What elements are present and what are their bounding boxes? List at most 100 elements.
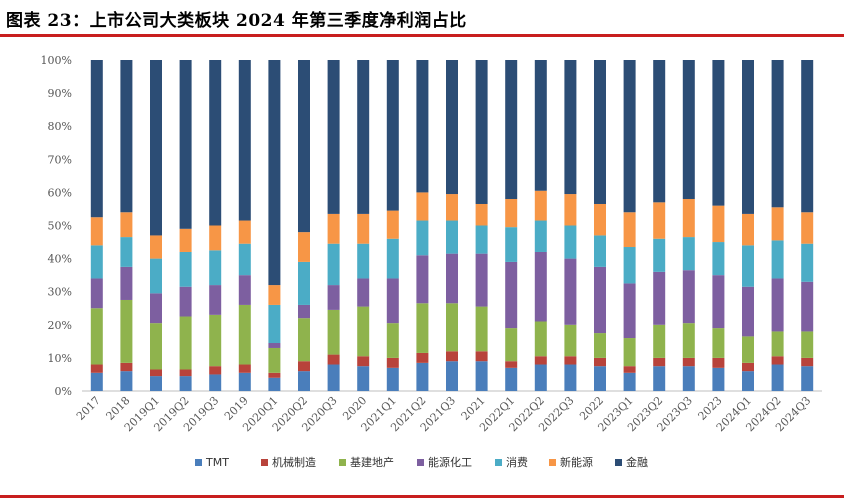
bar-segment bbox=[90, 364, 103, 373]
bar-segment bbox=[238, 304, 251, 365]
bar-segment bbox=[150, 235, 162, 259]
bar-segment bbox=[564, 324, 577, 357]
bar-segment bbox=[712, 328, 725, 358]
bar-segment bbox=[386, 278, 399, 324]
legend-swatch bbox=[615, 459, 622, 466]
bar-segment bbox=[475, 361, 488, 391]
bar-segment bbox=[268, 372, 281, 378]
bar-segment bbox=[120, 266, 133, 300]
bar-segment bbox=[268, 285, 281, 305]
bar-segment bbox=[120, 299, 133, 363]
bar-segment bbox=[534, 60, 547, 191]
bar-segment bbox=[416, 60, 429, 193]
y-tick-label: 60% bbox=[48, 186, 72, 199]
y-tick-label: 30% bbox=[48, 286, 72, 299]
bar-segment bbox=[179, 228, 192, 252]
bar-segment bbox=[386, 357, 399, 368]
bar-segment bbox=[416, 352, 429, 363]
bar-segment bbox=[90, 245, 103, 279]
bar-segment bbox=[298, 318, 310, 362]
bar-segment bbox=[268, 347, 281, 373]
bar-segment bbox=[771, 331, 784, 357]
bar-segment bbox=[327, 364, 340, 391]
bar-segment bbox=[209, 374, 222, 391]
bar-segment bbox=[742, 286, 754, 337]
bar-segment bbox=[505, 60, 518, 200]
bar-segment bbox=[534, 321, 547, 357]
y-tick-label: 20% bbox=[48, 319, 72, 332]
bar-segment bbox=[594, 203, 606, 236]
bar-segment bbox=[475, 351, 488, 362]
bar-segment bbox=[416, 220, 429, 256]
bar-segment bbox=[771, 278, 784, 332]
bar-segment bbox=[357, 306, 370, 357]
bar-segment bbox=[357, 213, 370, 244]
bar-segment bbox=[682, 60, 695, 200]
bar-segment bbox=[682, 323, 695, 358]
bar-segment bbox=[90, 278, 103, 309]
bar-segment bbox=[534, 190, 547, 221]
y-tick-label: 10% bbox=[48, 352, 72, 365]
bar-segment bbox=[120, 60, 133, 213]
bar-segment bbox=[298, 60, 310, 233]
bar-segment bbox=[327, 213, 340, 244]
legend-label: TMT bbox=[205, 456, 229, 469]
bar-segment bbox=[594, 366, 606, 391]
bar-segment bbox=[386, 210, 399, 239]
bar-segment bbox=[594, 60, 606, 204]
bar-segment bbox=[475, 253, 488, 307]
bar-segment bbox=[653, 60, 666, 203]
bar-segment bbox=[386, 238, 399, 279]
bar-segment bbox=[238, 275, 251, 305]
bar-segment bbox=[238, 220, 251, 244]
bar-segment bbox=[653, 202, 666, 239]
bar-segment bbox=[416, 192, 429, 221]
bar-segment bbox=[682, 199, 695, 238]
bar-segment bbox=[357, 356, 370, 367]
y-tick-label: 70% bbox=[48, 153, 72, 166]
bar-segment bbox=[505, 361, 518, 368]
bar-segment bbox=[179, 369, 192, 377]
bar-segment bbox=[90, 217, 103, 246]
x-tick-label: 2017 bbox=[74, 394, 103, 423]
y-tick-label: 0% bbox=[55, 385, 72, 398]
bar-segment bbox=[209, 225, 222, 251]
bar-segment bbox=[298, 304, 310, 319]
bottom-divider bbox=[0, 495, 844, 498]
y-tick-label: 40% bbox=[48, 253, 72, 266]
bar-segment bbox=[120, 362, 133, 372]
bar-segment bbox=[594, 333, 606, 358]
bar-segment bbox=[357, 278, 370, 307]
bar-segment bbox=[505, 261, 518, 329]
bar-segment bbox=[357, 366, 370, 391]
bar-segment bbox=[505, 199, 518, 228]
legend-swatch bbox=[417, 459, 424, 466]
bar-segment bbox=[179, 286, 192, 317]
bar-segment bbox=[594, 357, 606, 367]
bar-segment bbox=[446, 303, 458, 352]
legend-label: 消费 bbox=[506, 455, 528, 469]
bar-segment bbox=[327, 243, 340, 286]
legend-swatch bbox=[261, 459, 268, 466]
bar-segment bbox=[150, 258, 162, 294]
bar-segment bbox=[416, 303, 429, 353]
bar-segment bbox=[327, 354, 340, 365]
bar-segment bbox=[742, 371, 754, 391]
bar-segment bbox=[682, 357, 695, 367]
bar-segment bbox=[505, 367, 518, 391]
bar-segment bbox=[742, 245, 754, 287]
bar-segment bbox=[327, 309, 340, 355]
bar-segment bbox=[534, 364, 547, 391]
bar-segment bbox=[268, 60, 281, 286]
bar-segment bbox=[771, 240, 784, 279]
bar-segment bbox=[534, 220, 547, 252]
bar-segment bbox=[653, 357, 666, 367]
bar-segment bbox=[801, 331, 814, 358]
bar-segment bbox=[179, 60, 192, 229]
bar-segment bbox=[268, 304, 281, 344]
legend-swatch bbox=[339, 459, 346, 466]
bar-segment bbox=[712, 205, 725, 243]
legend: TMT 机械制造 基建地产 能源化工 消费 新能源 金融 bbox=[195, 455, 648, 469]
legend-swatch bbox=[495, 459, 502, 466]
bar-segment bbox=[386, 367, 399, 391]
